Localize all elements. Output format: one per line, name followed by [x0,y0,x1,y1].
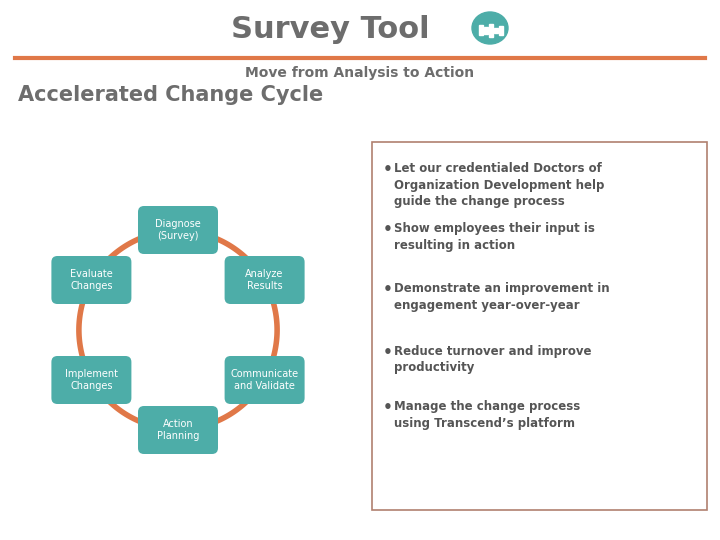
Text: •: • [383,400,393,415]
Text: Accelerated Change Cycle: Accelerated Change Cycle [18,85,323,105]
Text: Analyze
Results: Analyze Results [246,269,284,291]
FancyBboxPatch shape [225,256,305,304]
FancyBboxPatch shape [494,28,498,32]
Text: Let our credentialed Doctors of
Organization Development help
guide the change p: Let our credentialed Doctors of Organiza… [394,162,604,208]
FancyBboxPatch shape [51,356,131,404]
Text: Move from Analysis to Action: Move from Analysis to Action [246,66,474,80]
Text: Reduce turnover and improve
productivity: Reduce turnover and improve productivity [394,345,592,375]
Text: Evaluate
Changes: Evaluate Changes [70,269,113,291]
Text: Demonstrate an improvement in
engagement year-over-year: Demonstrate an improvement in engagement… [394,282,610,312]
Text: •: • [383,345,393,360]
Text: Survey Tool: Survey Tool [230,16,429,44]
Text: •: • [383,222,393,237]
FancyBboxPatch shape [479,25,482,35]
FancyBboxPatch shape [138,206,218,254]
Text: Manage the change process
using Transcend’s platform: Manage the change process using Transcen… [394,400,580,429]
Text: Communicate
and Validate: Communicate and Validate [230,369,299,391]
FancyBboxPatch shape [484,26,487,33]
FancyBboxPatch shape [51,256,131,304]
FancyBboxPatch shape [138,406,218,454]
Ellipse shape [472,12,508,44]
Text: Action
Planning: Action Planning [157,419,199,441]
FancyBboxPatch shape [372,142,707,510]
Text: •: • [383,282,393,297]
FancyBboxPatch shape [225,356,305,404]
Text: Diagnose
(Survey): Diagnose (Survey) [155,219,201,241]
Text: Implement
Changes: Implement Changes [65,369,118,391]
FancyBboxPatch shape [499,25,503,35]
Text: •: • [383,162,393,177]
Text: Show employees their input is
resulting in action: Show employees their input is resulting … [394,222,595,252]
FancyBboxPatch shape [489,24,492,37]
